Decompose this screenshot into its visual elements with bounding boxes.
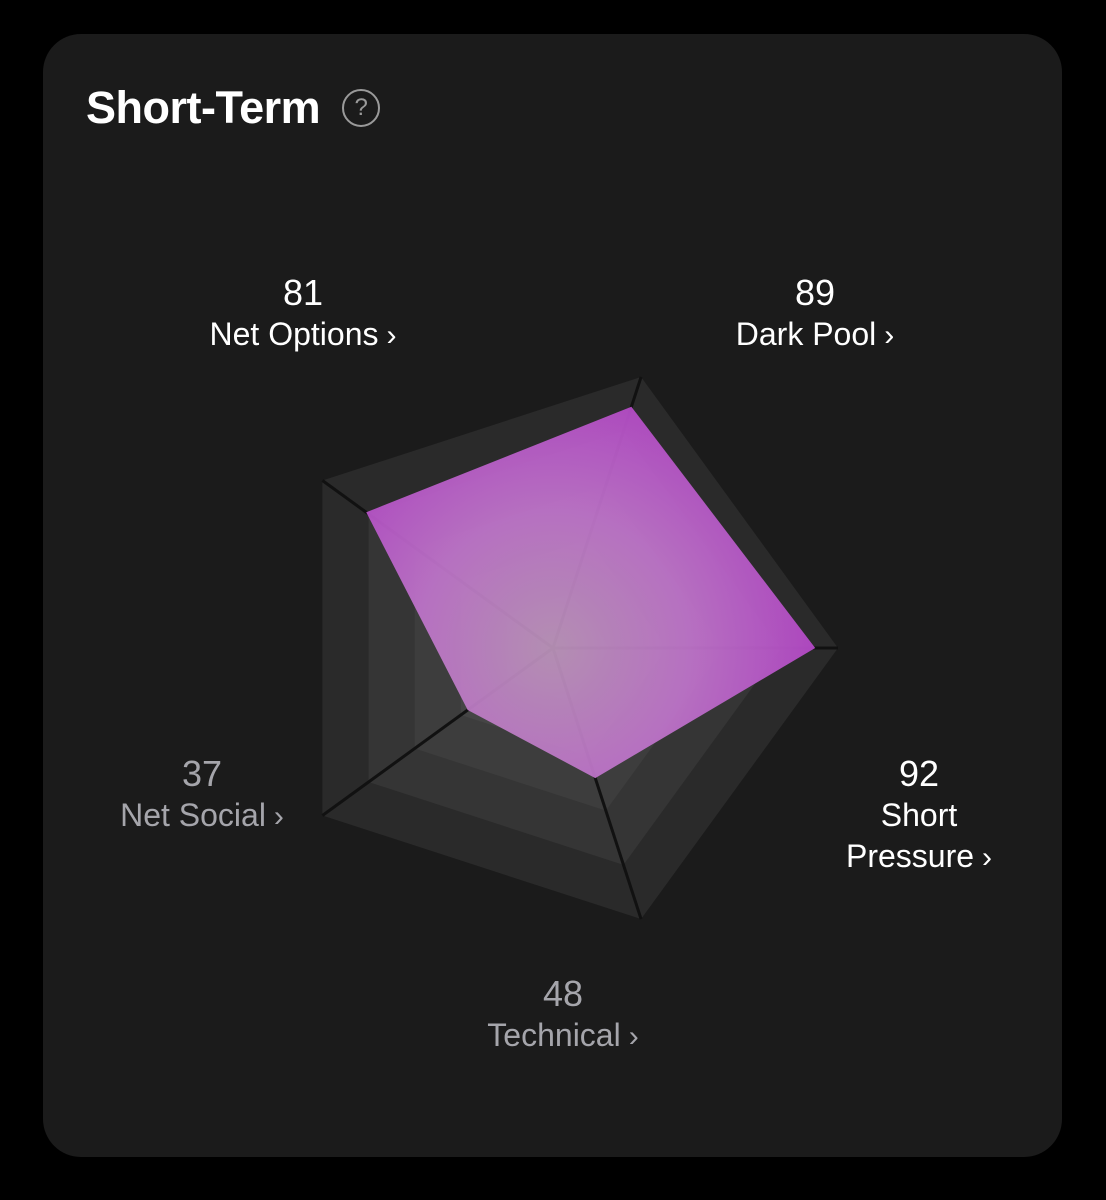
chevron-right-icon: ›	[386, 319, 397, 352]
dark-pool-value: 89	[794, 272, 836, 313]
net-options-name: Net Options ›	[209, 316, 397, 352]
chevron-right-icon: ›	[884, 319, 895, 352]
dark-pool-name: Dark Pool ›	[735, 316, 895, 352]
question-circle-icon[interactable]: ?	[342, 89, 381, 127]
short-pressure-name-line2: Pressure ›	[845, 838, 993, 874]
card-title: Short-Term	[86, 82, 321, 133]
card-header: Short-Term ?	[86, 82, 381, 134]
net-options-value: 81	[282, 272, 324, 313]
axis-label-net-options[interactable]: 81 Net Options ›	[210, 272, 397, 356]
technical-name: Technical ›	[487, 1017, 639, 1053]
net-social-name: Net Social ›	[120, 797, 284, 833]
chevron-right-icon: ›	[982, 841, 993, 874]
radar-data-polygon	[366, 406, 816, 779]
chevron-right-icon: ›	[628, 1020, 639, 1053]
technical-value: 48	[542, 973, 584, 1014]
axis-label-short-pressure[interactable]: 92 Short Pressure ›	[846, 753, 992, 878]
net-social-value: 37	[181, 753, 223, 794]
axis-label-technical[interactable]: 48 Technical ›	[487, 973, 638, 1057]
short-pressure-value: 92	[898, 753, 940, 794]
axis-label-dark-pool[interactable]: 89 Dark Pool ›	[736, 272, 895, 356]
axis-label-net-social[interactable]: 37 Net Social ›	[120, 753, 284, 837]
chevron-right-icon: ›	[273, 800, 284, 833]
short-pressure-name-line1: Short	[880, 797, 958, 833]
